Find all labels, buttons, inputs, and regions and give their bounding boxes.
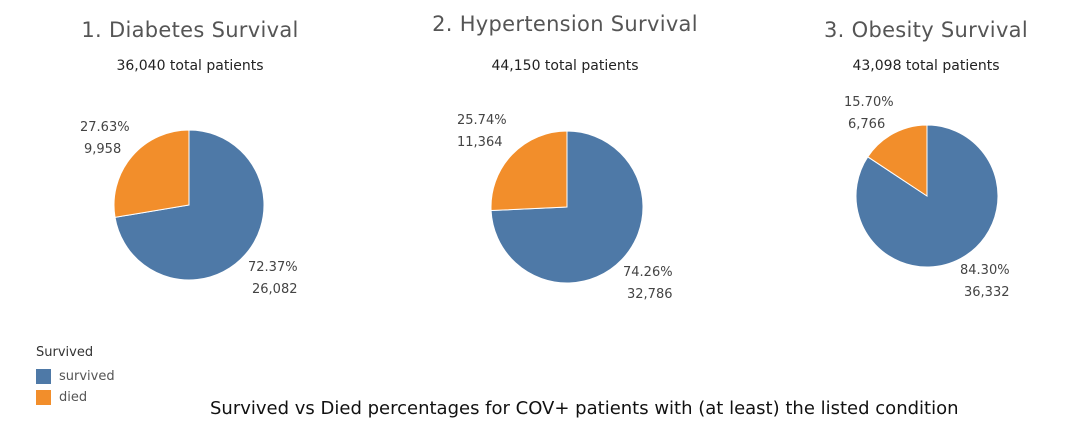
legend-swatch-survived (36, 369, 51, 384)
chart-subtitle: 44,150 total patients (491, 58, 639, 74)
chart-caption: Survived vs Died percentages for COV+ pa… (210, 398, 959, 419)
legend: Survived survived died (36, 345, 115, 408)
slice-survived[interactable] (490, 130, 644, 284)
survived-count-label: 26,082 (252, 282, 298, 297)
died-count-label: 6,766 (848, 117, 885, 132)
pie-svg: 15.70% 6,766 84.30% 36,332 (844, 95, 1010, 300)
chart-subtitle: 43,098 total patients (852, 58, 1000, 74)
pie-svg: 25.74% 11,364 74.26% 32,786 (457, 113, 673, 302)
died-count-label: 9,958 (84, 142, 121, 157)
legend-item-survived[interactable]: survived (36, 366, 115, 387)
survived-percent-label: 72.37% (248, 260, 298, 275)
pie-chart-obesity: 3. Obesity Survival 43,098 total patient… (776, 0, 1066, 320)
survived-count-label: 36,332 (964, 285, 1010, 300)
survived-count-label: 32,786 (627, 287, 673, 302)
legend-swatch-died (36, 390, 51, 405)
survived-percent-label: 84.30% (960, 263, 1010, 278)
slice-died[interactable] (490, 130, 568, 212)
survived-percent-label: 74.26% (623, 265, 673, 280)
pie-chart-hypertension: 2. Hypertension Survival 44,150 total pa… (415, 0, 715, 320)
pie-chart-diabetes: 1. Diabetes Survival 36,040 total patien… (40, 0, 340, 320)
legend-label: survived (59, 369, 115, 384)
legend-label: died (59, 390, 88, 405)
died-percent-label: 25.74% (457, 113, 507, 128)
died-percent-label: 15.70% (844, 95, 894, 110)
slice-died[interactable] (867, 124, 928, 197)
chart-title: 3. Obesity Survival (824, 18, 1028, 42)
slice-died[interactable] (113, 129, 190, 218)
chart-subtitle: 36,040 total patients (116, 58, 264, 74)
died-percent-label: 27.63% (80, 120, 130, 135)
chart-title: 1. Diabetes Survival (81, 18, 299, 42)
pie-svg: 27.63% 9,958 72.37% 26,082 (80, 120, 298, 297)
died-count-label: 11,364 (457, 135, 503, 150)
legend-item-died[interactable]: died (36, 387, 115, 408)
chart-title: 2. Hypertension Survival (432, 12, 698, 36)
legend-title: Survived (36, 345, 94, 360)
